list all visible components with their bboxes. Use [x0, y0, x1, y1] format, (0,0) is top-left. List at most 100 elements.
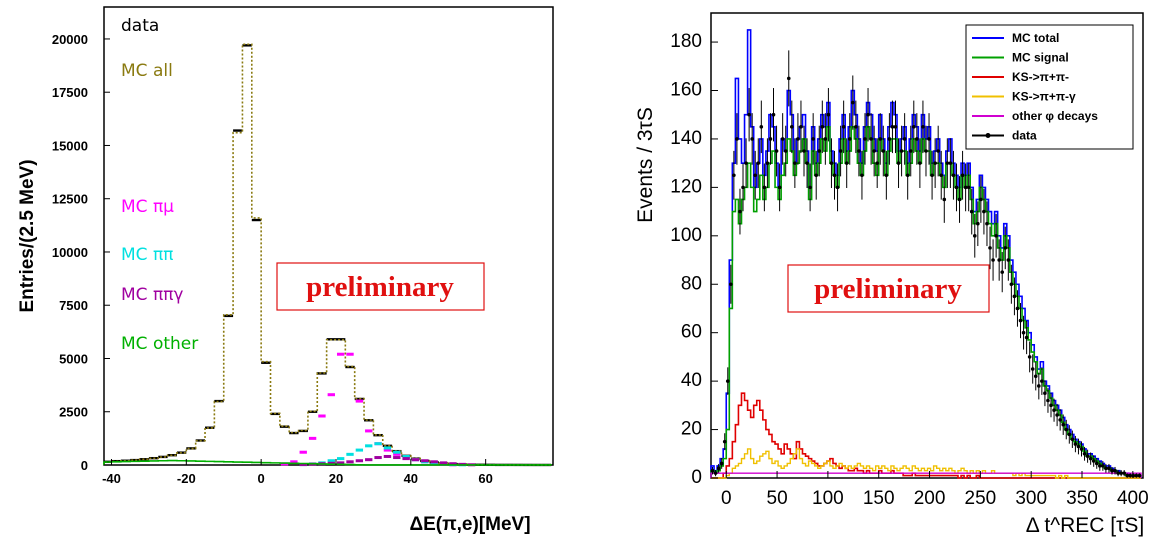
right-data-marker [756, 161, 761, 165]
right-y-tick-label: 0 [691, 467, 702, 488]
right-data-marker [826, 112, 831, 117]
left-x-tick-label: 60 [478, 471, 492, 486]
right-data-marker [814, 173, 819, 178]
right-data-marker [844, 161, 849, 165]
right-y-tick-label: 80 [681, 273, 702, 294]
right-data-marker [1079, 447, 1084, 451]
right-mc-signal-series [710, 126, 1142, 478]
right-y-tick-label: 120 [670, 176, 702, 197]
right-data-marker [957, 197, 962, 202]
right-data-series [710, 50, 1142, 478]
right-data-marker [741, 185, 745, 190]
right-ks-line [711, 448, 1141, 479]
right-legend-mc-total: MC total [1012, 31, 1059, 45]
right-data-marker [802, 149, 806, 153]
left-y-axis-label: Entries/(2.5 MeV) [17, 159, 38, 312]
right-data-marker [841, 125, 846, 129]
right-data-marker [1098, 464, 1102, 468]
right-y-tick-label: 100 [670, 225, 702, 246]
right-data-marker [982, 209, 986, 214]
right-data-marker [1088, 456, 1093, 461]
left-series-group [103, 43, 552, 467]
left-legend: data MC all MC πμ MC ππ MC ππγ MC other [121, 16, 198, 354]
right-x-tick-label: 400 [1117, 488, 1149, 509]
right-data-marker [963, 185, 968, 190]
right-data-marker [729, 282, 733, 287]
right-data-marker [1128, 473, 1133, 478]
right-data-marker [948, 161, 953, 165]
right-data-marker [1125, 473, 1130, 478]
right-data-marker [1055, 413, 1059, 417]
left-legend-mc: MC ππγ [121, 285, 183, 305]
right-data-marker [985, 221, 989, 226]
right-data-marker [1110, 468, 1114, 473]
left-y-tick-label: 7500 [59, 298, 88, 313]
right-data-marker [954, 185, 959, 190]
right-data-marker [799, 125, 803, 129]
right-data-marker [1003, 246, 1008, 250]
right-data-marker [893, 125, 898, 129]
right-data-marker [887, 137, 892, 141]
right-data-marker [1043, 391, 1047, 396]
left-preliminary-box [276, 262, 485, 311]
right-data-marker [1107, 466, 1111, 471]
right-data-marker [1037, 384, 1041, 388]
right-data-marker [811, 137, 815, 141]
right-legend-ks: KS->π+π- [1012, 70, 1069, 84]
right-data-marker [793, 161, 797, 165]
right-data-marker [930, 173, 934, 178]
right-x-tick-label: 350 [1066, 488, 1098, 509]
right-data-marker [783, 149, 788, 153]
right-data-marker [991, 258, 995, 262]
left-y-tick-label: 2500 [59, 405, 88, 420]
right-data-marker [960, 173, 965, 178]
right-x-tick-label: 200 [914, 488, 946, 509]
left-legend-data: data [121, 16, 159, 36]
right-data-marker [774, 149, 779, 153]
left-legend-mc-other: MC other [121, 334, 198, 354]
right-y-tick-label: 180 [670, 31, 702, 52]
right-preliminary-label: preliminary [814, 273, 962, 305]
right-data-marker [796, 137, 800, 141]
right-data-marker [1116, 471, 1120, 475]
right-data-marker [719, 461, 724, 466]
right-data-marker [966, 185, 971, 190]
right-data-marker [808, 185, 812, 190]
left-y-tick-label: 17500 [52, 85, 88, 100]
right-data-marker [875, 161, 879, 165]
left-x-tick-label: -20 [177, 471, 196, 486]
right-data-marker [750, 137, 754, 141]
left-x-tick-label: 40 [404, 471, 418, 486]
right-data-marker [911, 125, 916, 129]
left-mc-all-series [103, 43, 552, 466]
right-legend-box [965, 24, 1134, 150]
right-data-marker [878, 137, 883, 141]
right-data-marker [863, 137, 867, 141]
right-data-marker [850, 100, 855, 105]
right-data-marker [902, 137, 907, 141]
left-x-axis-label: ΔE(π,e)[MeV] [409, 514, 530, 535]
right-data-marker [881, 149, 886, 153]
right-data-marker [994, 234, 998, 238]
right-preliminary-box [787, 264, 990, 313]
right-data-marker [832, 173, 837, 178]
right-data-marker [915, 137, 919, 141]
right-data-marker [771, 112, 776, 117]
right-data-marker [1009, 282, 1014, 287]
right-histogram: 0 50 100 150 200 250 300 350 400 0 20 40 60 80 100 120 1… [634, 12, 1149, 537]
left-y-tick-label: 15000 [52, 138, 88, 153]
right-legend-ks: KS->π+π-γ [1012, 90, 1076, 104]
right-data-marker [1021, 330, 1026, 335]
right-data-marker [924, 149, 928, 153]
right-data-marker [744, 161, 748, 165]
right-data-marker [1119, 471, 1123, 475]
left-legend-mc: MC ππ [121, 245, 173, 265]
right-ticks-group: 0 50 100 150 200 250 300 350 400 0 20 40 60 80 100 120 1… [670, 31, 1148, 509]
right-data-marker [820, 125, 825, 129]
left-y-tick-label: 5000 [59, 351, 88, 366]
right-data-marker [738, 209, 742, 214]
right-data-marker [1070, 437, 1075, 442]
right-data-marker [969, 209, 974, 214]
right-other-decays-line [710, 472, 1142, 478]
right-data-marker [1000, 270, 1005, 274]
